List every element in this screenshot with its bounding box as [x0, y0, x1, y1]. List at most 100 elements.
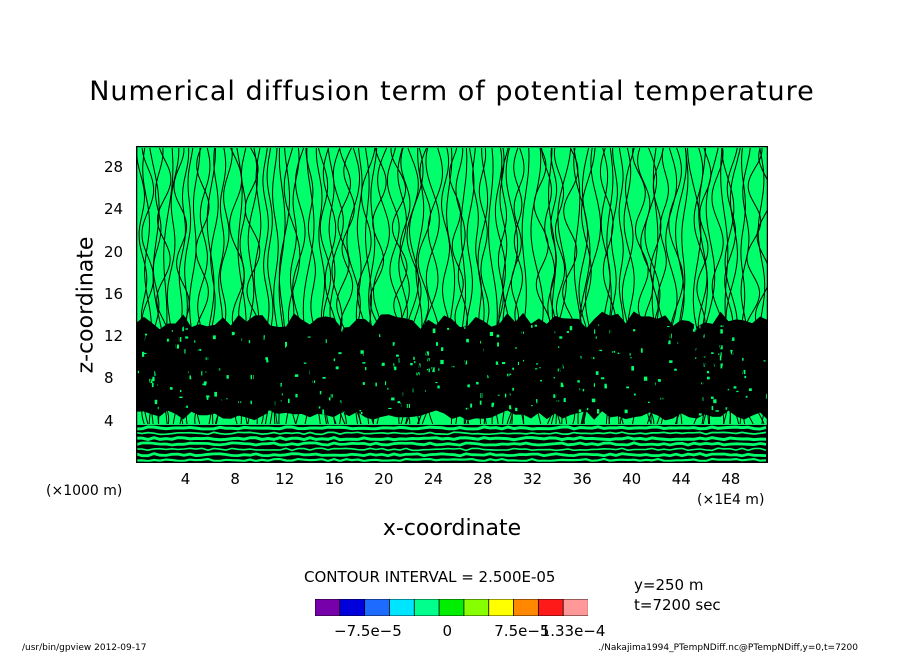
band-speckle [385, 381, 387, 386]
band-speckle [360, 350, 364, 354]
band-speckle [396, 354, 399, 357]
band-speckle [184, 349, 186, 354]
band-speckle [595, 336, 597, 339]
contour-line [425, 147, 441, 425]
contour-line [513, 147, 524, 425]
band-speckle [617, 352, 621, 354]
band-speckle [375, 382, 377, 387]
band-speckle [201, 370, 203, 376]
band-speckle [558, 346, 560, 348]
colorbar-label: 0 [442, 622, 453, 640]
band-speckle [582, 388, 585, 392]
contour-line [236, 147, 247, 425]
contour-line [518, 147, 530, 425]
colorbar-cell [537, 599, 564, 616]
x-tick-label: 48 [721, 470, 741, 488]
band-speckle [536, 363, 539, 365]
band-speckle [342, 324, 344, 330]
band-speckle [736, 390, 739, 393]
band-speckle [279, 324, 283, 327]
contour-line [675, 147, 689, 425]
band-speckle [509, 405, 512, 410]
band-speckle [359, 410, 362, 412]
contour-line [494, 147, 510, 425]
x-tick-label: 36 [572, 470, 592, 488]
band-speckle [719, 345, 723, 350]
band-speckle [391, 397, 395, 401]
contour-line [646, 147, 664, 425]
band-speckle [362, 382, 365, 385]
contour-line [302, 147, 315, 425]
contour-line [506, 147, 525, 425]
contour-line [215, 147, 227, 425]
band-speckle [742, 358, 744, 361]
colorbar [315, 599, 588, 616]
band-speckle [515, 347, 518, 349]
band-speckle [338, 352, 342, 355]
band-speckle [491, 404, 495, 407]
band-speckle [604, 383, 608, 389]
contour-line [278, 147, 286, 425]
band-speckle [435, 382, 438, 384]
band-speckle [624, 409, 628, 414]
contour-line [179, 147, 194, 425]
contour-line [687, 147, 708, 425]
band-speckle [428, 368, 430, 373]
contour-line [207, 147, 219, 425]
band-speckle [720, 329, 723, 334]
band-speckle [178, 337, 182, 342]
contour-line [552, 147, 572, 425]
contour-line [440, 147, 453, 425]
band-speckle [360, 412, 363, 414]
band-speckle [698, 413, 702, 416]
band-speckle [512, 387, 514, 391]
band-speckle [560, 382, 564, 388]
band-speckle [431, 367, 435, 373]
band-speckle [597, 409, 600, 414]
band-speckle [322, 377, 326, 379]
contour-line [406, 147, 425, 425]
contour-line [252, 147, 262, 424]
band-speckle [504, 393, 507, 398]
band-speckle [194, 340, 196, 343]
band-speckle [226, 375, 229, 379]
x-unit-left: (×1000 m) [46, 483, 123, 499]
band-speckle [226, 398, 228, 400]
band-speckle [629, 352, 632, 356]
band-speckle [711, 396, 714, 399]
band-speckle [517, 361, 520, 365]
plot-frame [136, 146, 768, 463]
band-speckle [268, 411, 270, 415]
band-speckle [307, 336, 311, 338]
band-speckle [643, 376, 648, 381]
contour-line [604, 147, 614, 425]
band-speckle [715, 410, 719, 412]
band-speckle [706, 370, 710, 374]
band-speckle [426, 369, 429, 371]
contour-line [698, 147, 711, 425]
band-speckle [626, 386, 629, 389]
band-speckle [319, 391, 322, 395]
y-tick-label: 12 [104, 327, 124, 346]
band-speckle [668, 340, 671, 345]
band-speckle [694, 357, 697, 359]
band-speckle [142, 351, 145, 357]
band-speckle [593, 383, 595, 387]
contour-line [415, 147, 432, 425]
band-speckle [184, 328, 188, 330]
band-speckle [175, 344, 179, 349]
colorbar-cell [438, 599, 465, 616]
y-info-text: y=250 m [634, 576, 704, 594]
band-speckle [699, 325, 701, 329]
stripe-line [136, 452, 767, 458]
contour-line [289, 147, 306, 425]
band-speckle [294, 374, 299, 377]
band-speckle [480, 340, 482, 344]
band-speckle [280, 382, 283, 387]
band-speckle [205, 357, 209, 361]
band-speckle [720, 325, 724, 327]
band-speckle [702, 355, 706, 358]
x-tick-label: 8 [230, 470, 240, 488]
contour-line [693, 147, 712, 425]
band-speckle [669, 360, 673, 363]
